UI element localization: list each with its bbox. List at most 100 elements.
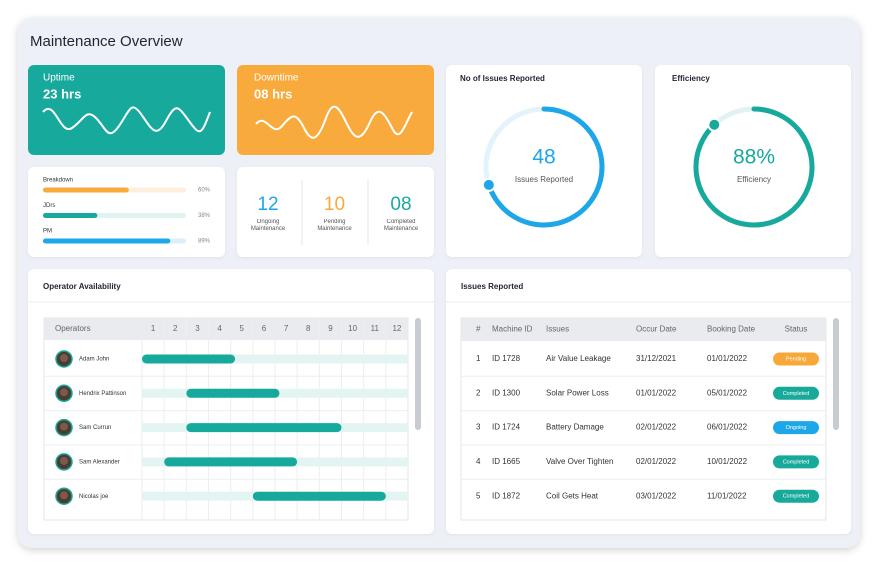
count-value: 12 [257, 194, 278, 215]
uptime-card [28, 65, 225, 155]
avatar-face [60, 354, 68, 362]
hour-label: 9 [328, 324, 333, 333]
downtime-wave [255, 105, 413, 139]
table-cell: ID 1872 [492, 491, 521, 500]
table-cell: 01/01/2022 [707, 354, 748, 363]
status-pill [773, 455, 819, 469]
status-pill [773, 386, 819, 400]
availability-bar [186, 388, 280, 398]
count-value: 10 [324, 194, 345, 215]
column-header: Status [785, 325, 808, 334]
uptime-label: Uptime [43, 73, 75, 84]
counts-card [237, 167, 434, 257]
column-header: Occur Date [636, 325, 677, 334]
table-cell: 3 [476, 423, 481, 432]
table-cell: 06/01/2022 [707, 423, 748, 432]
card-title: Issues Reported [461, 282, 523, 291]
column-header: Booking Date [707, 325, 756, 334]
table-box [460, 317, 827, 521]
column-header: Issues [546, 325, 569, 334]
status-label: Ongoing [786, 425, 807, 431]
progress-bar [43, 187, 129, 193]
count-value: 08 [390, 194, 411, 215]
table-cell: 02/01/2022 [636, 423, 677, 432]
ring-dot [707, 117, 722, 132]
table-cell: 05/01/2022 [707, 388, 748, 397]
gantt-header-label: Operators [55, 324, 91, 333]
hour-label: 5 [240, 324, 245, 333]
count-label: Ongoing Maintenance [250, 219, 286, 232]
status-label: Completed [783, 391, 810, 397]
status-pill [773, 421, 819, 435]
operator-name: Adam John [79, 357, 109, 363]
table-cell: Battery Damage [546, 423, 604, 432]
progress-value: 60% [198, 188, 211, 194]
status-label: Pending [786, 356, 806, 362]
availability-bar [252, 491, 386, 501]
status-pill [773, 489, 819, 503]
gantt-header [44, 318, 408, 340]
uptime-value: 23 hrs [43, 86, 81, 101]
avatar-face [60, 491, 68, 500]
hour-label: 7 [284, 324, 289, 333]
operator-name: Nicolas joe [79, 494, 109, 500]
progress-bar [43, 213, 98, 218]
hour-label: 11 [371, 324, 380, 333]
table-cell: 2 [476, 388, 481, 397]
issues-caption: Issues Reported [515, 175, 573, 184]
count-label-box: Pending Maintenance [317, 219, 352, 232]
availability-bar [142, 354, 236, 364]
table-cell: ID 1724 [492, 423, 521, 432]
gantt-box [43, 317, 409, 521]
count-label: Pending Maintenance [317, 219, 352, 232]
status-pill [773, 352, 819, 366]
uptime-wave [42, 106, 211, 135]
count-label-box: Ongoing Maintenance [250, 219, 286, 232]
operator-name: Sam Currun [79, 425, 111, 431]
avatar-face [60, 456, 68, 465]
efficiency-card [655, 65, 851, 257]
downtime-value: 08 hrs [254, 86, 292, 101]
table-cell: ID 1728 [492, 354, 521, 363]
table-cell: 5 [476, 491, 481, 500]
ring-arc [693, 106, 815, 228]
operator-name: Sam Alexander [79, 459, 120, 465]
table-cell: Solar Power Loss [546, 388, 609, 397]
hour-label: 2 [173, 324, 178, 333]
operator-name: Hendrix Pattinson [79, 391, 126, 397]
table-cell: 03/01/2022 [636, 491, 677, 500]
hour-label: 6 [262, 324, 267, 333]
hour-label: 1 [151, 324, 156, 333]
card-title: Efficiency [672, 74, 710, 83]
downtime-card [237, 65, 434, 155]
progress-label: PM [43, 229, 52, 235]
table-cell: 4 [476, 457, 481, 466]
table-cell: ID 1300 [492, 388, 521, 397]
avatar-face [60, 422, 68, 431]
downtime-label: Downtime [254, 73, 299, 84]
hour-label: 8 [306, 324, 311, 333]
hour-label: 12 [392, 324, 401, 333]
table-cell: Valve Over Tighten [546, 457, 613, 466]
avatar-face [60, 388, 68, 397]
availability-bar [186, 423, 342, 433]
table-cell: 01/01/2022 [636, 388, 677, 397]
column-header: Machine ID [492, 325, 533, 334]
scrollbar [833, 318, 839, 430]
ring-dot [481, 177, 496, 192]
table-cell: 31/12/2021 [636, 354, 677, 363]
column-header: # [476, 325, 481, 334]
card-title: Operator Availability [43, 282, 121, 291]
hour-label: 3 [195, 324, 200, 333]
table-cell: ID 1665 [492, 457, 521, 466]
efficiency-caption: Efficiency [737, 175, 771, 184]
row-band [142, 354, 408, 364]
hour-label: 4 [217, 324, 222, 333]
scrollbar [415, 318, 421, 430]
page-title: Maintenance Overview [30, 33, 183, 50]
progress-value: 89% [198, 239, 211, 245]
progress-label: JDrs [43, 203, 55, 209]
issues-card [446, 65, 642, 257]
efficiency-value: 88% [733, 146, 775, 169]
status-label: Completed [783, 494, 810, 500]
